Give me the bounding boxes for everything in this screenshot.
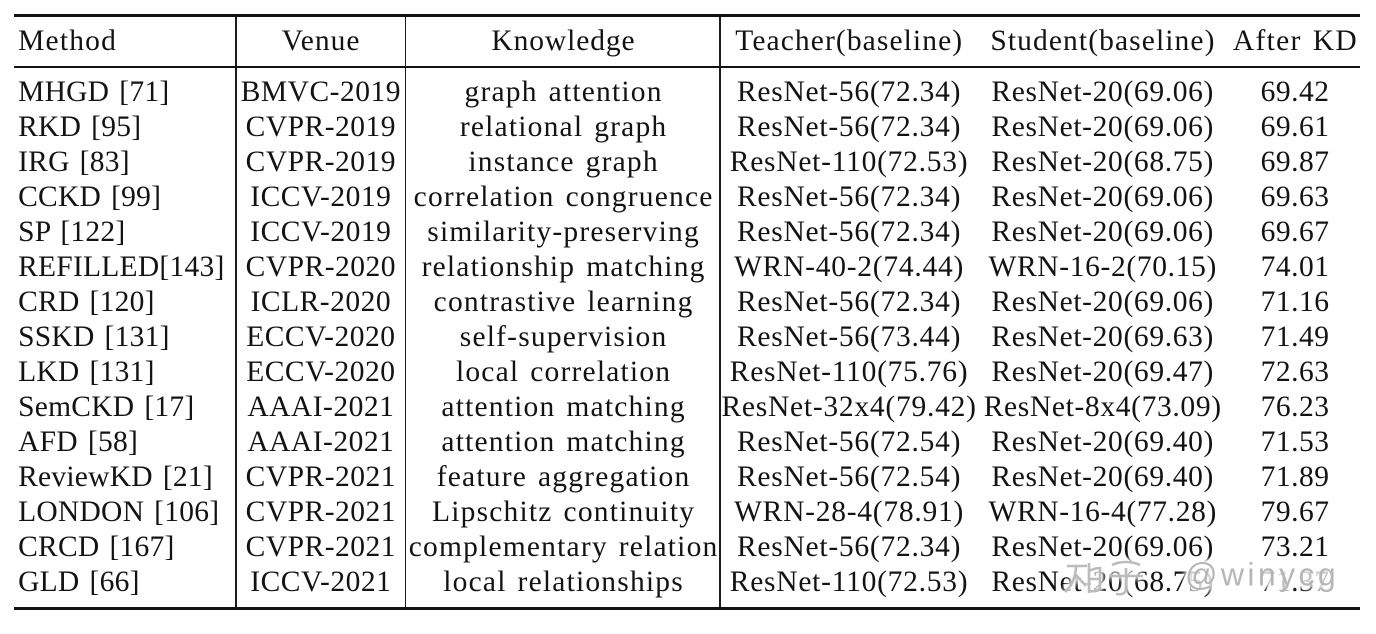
svg-text:@winycg: @winycg bbox=[1185, 557, 1339, 593]
svg-text:@winycg: @winycg bbox=[1185, 557, 1339, 593]
